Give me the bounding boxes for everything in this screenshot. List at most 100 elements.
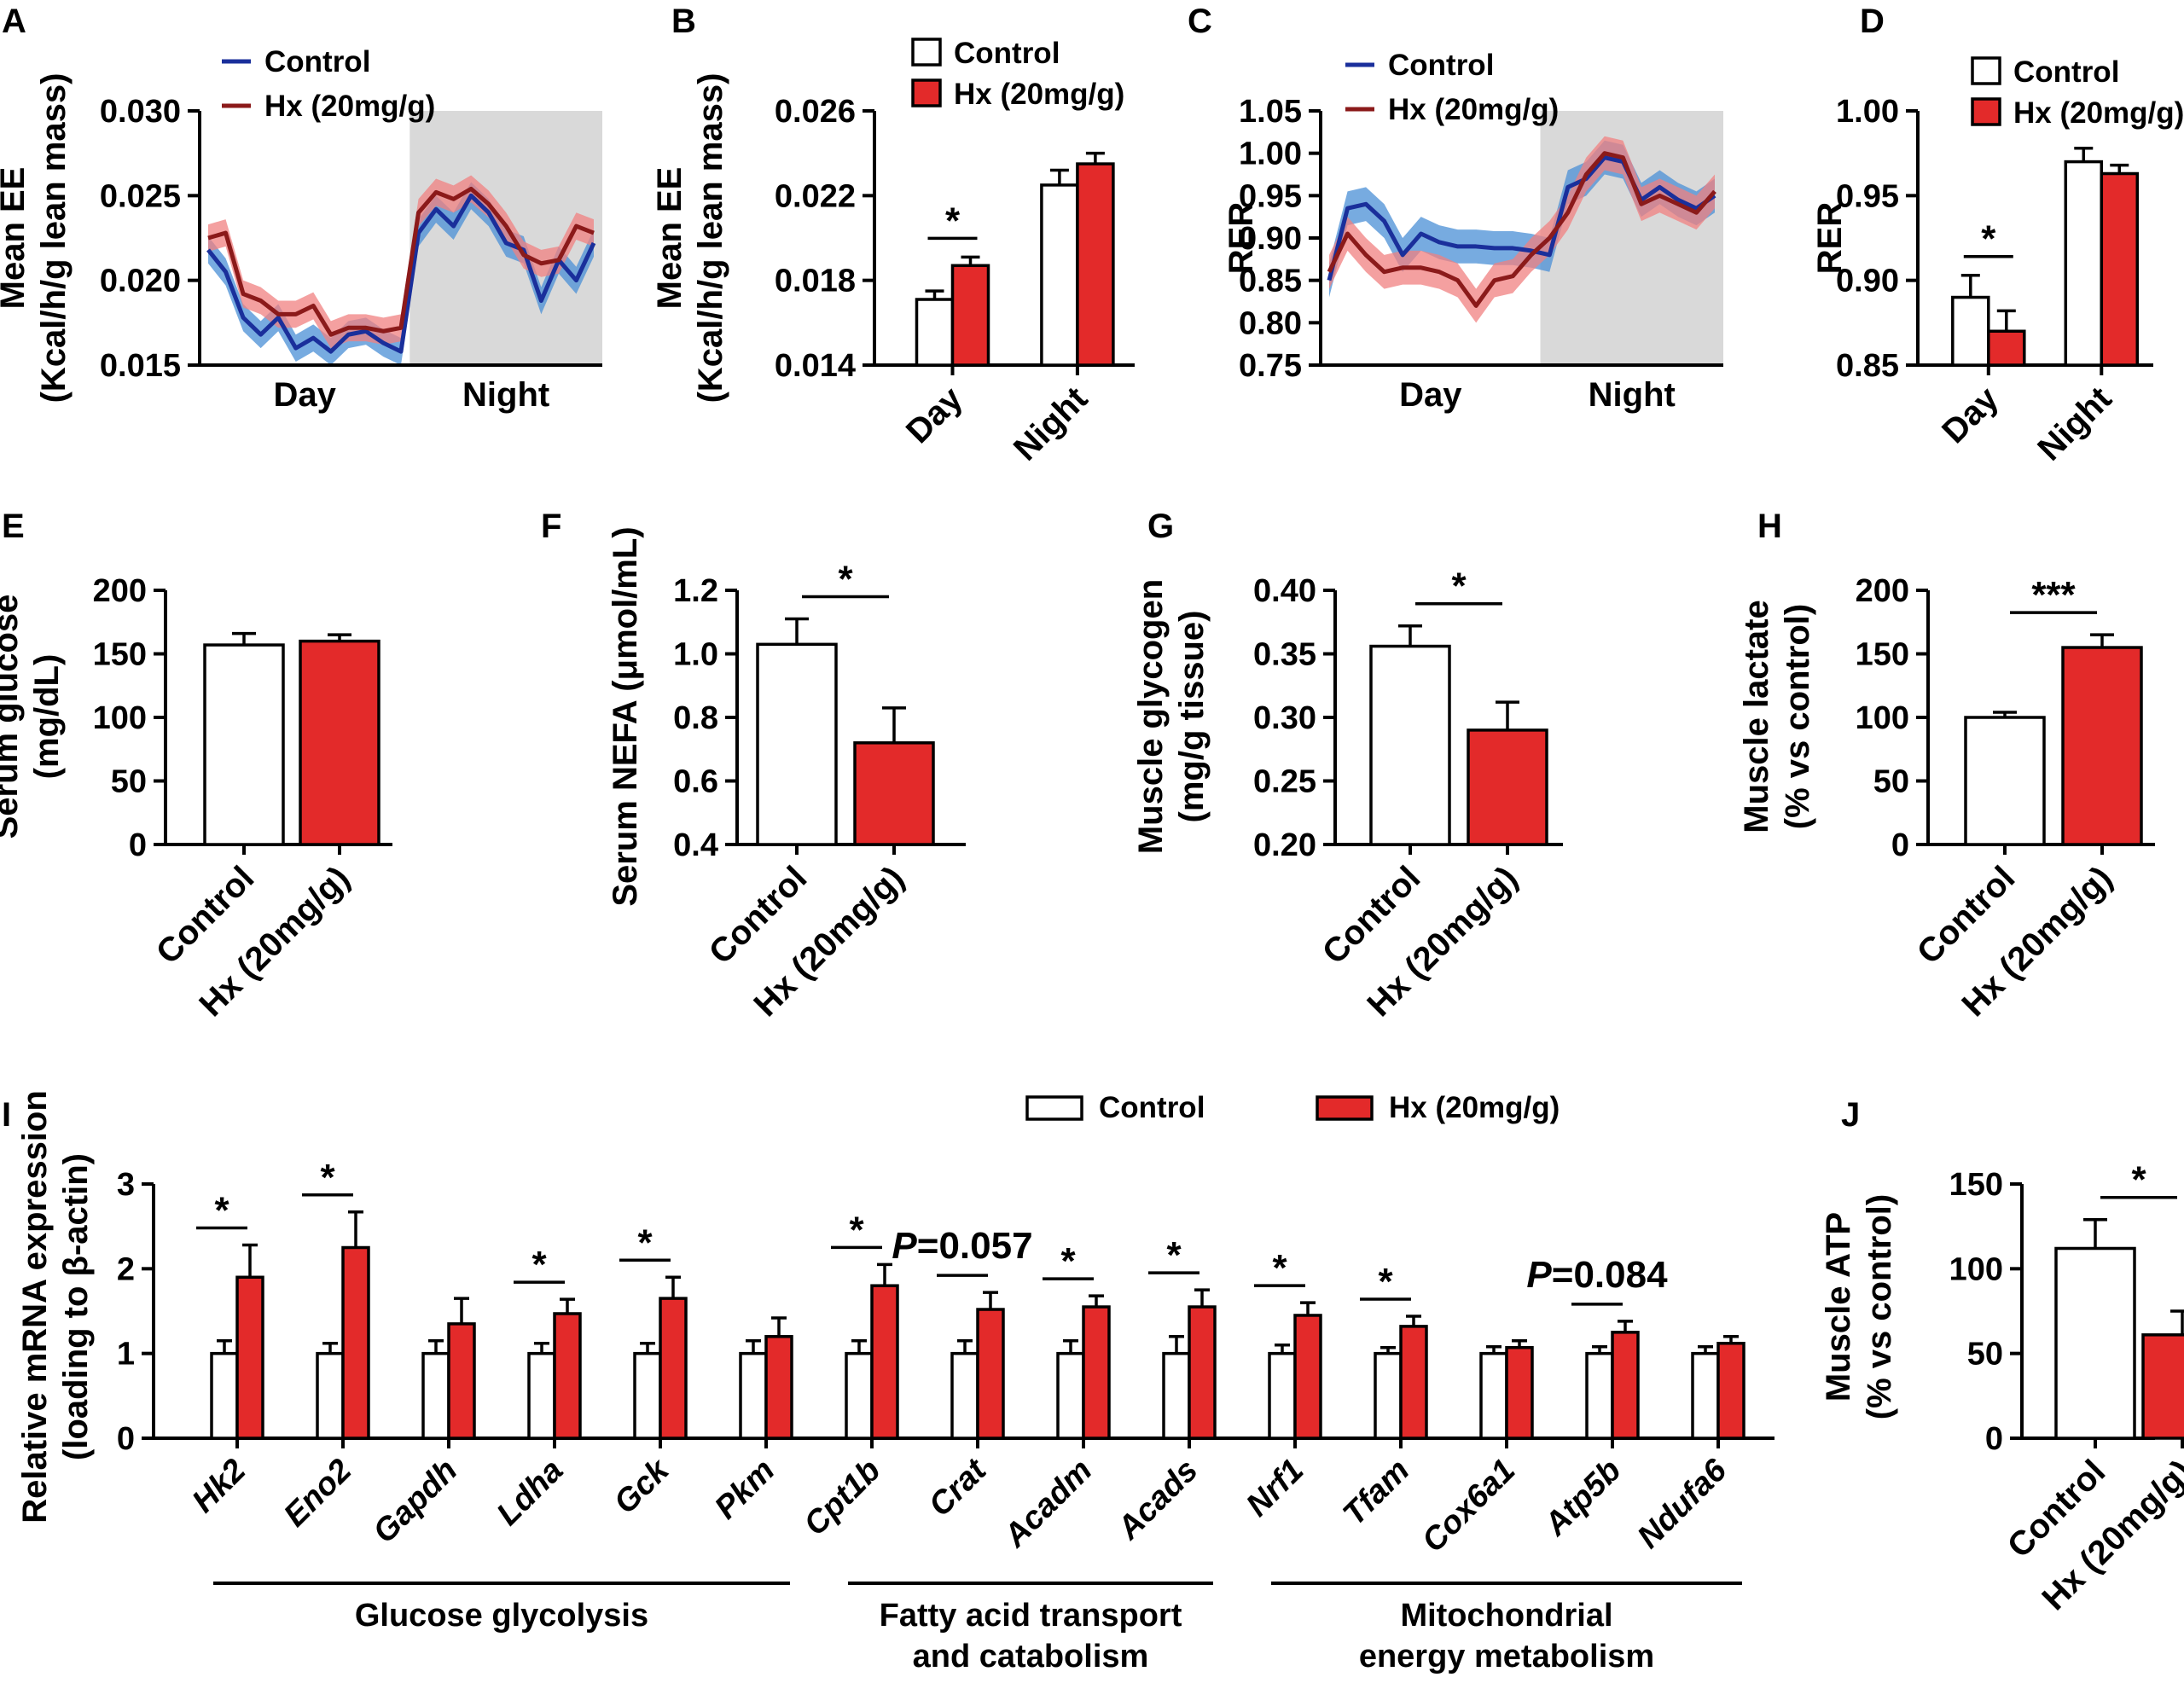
B-y-label: (Kcal/h/g lean mass) — [692, 73, 729, 403]
B-bar-hx — [1076, 162, 1115, 367]
panel-letter-A: A — [2, 3, 26, 40]
I-x-tick-label: Eno2 — [277, 1453, 358, 1534]
A-control-series-line — [206, 193, 596, 354]
C-phase-label: Day — [1399, 376, 1462, 414]
B-x-tick-label: Day — [899, 380, 971, 451]
J-y-label: Muscle ATP — [1820, 1212, 1857, 1402]
I-x-tick-label: Gapdh — [367, 1453, 465, 1551]
H-y-tick-label: 100 — [1856, 700, 1909, 736]
I-x-tick-label: Atp5b — [1537, 1453, 1629, 1544]
F-y-tick-label: 1.2 — [673, 573, 718, 609]
D-x-tick-label: Night — [2030, 380, 2118, 467]
D-legend-swatch — [1971, 56, 2001, 85]
B-bar-control — [915, 298, 955, 367]
I-bar-hx — [764, 1335, 793, 1440]
G-y-tick-label: 0.25 — [1253, 764, 1316, 800]
B-legend-swatch — [911, 78, 942, 107]
A-y-tick-label: 0.015 — [100, 348, 181, 384]
I-bar-control — [1691, 1351, 1720, 1440]
D-bar-hx — [1987, 329, 2026, 367]
D-bar-hx — [2100, 171, 2140, 367]
C-phase-label: Night — [1589, 376, 1676, 414]
H-y-tick-label: 200 — [1856, 573, 1909, 609]
A-y-tick-label: 0.020 — [100, 264, 181, 299]
H-y-tick-label: 150 — [1856, 637, 1909, 673]
A-y-label: (Kcal/h/g lean mass) — [35, 73, 73, 403]
I-y-tick-label: 2 — [117, 1251, 135, 1287]
D-y-label: RER — [1811, 202, 1849, 275]
I-legend-swatch — [1025, 1095, 1083, 1121]
C-y-tick-label: 0.75 — [1239, 348, 1302, 384]
B-y-tick-label: 0.014 — [775, 348, 856, 384]
I-x-tick-label: Cpt1b — [798, 1453, 888, 1543]
D-bar-control — [2064, 160, 2104, 367]
I-y-tick-label: 1 — [117, 1337, 135, 1373]
I-bar-hx — [553, 1312, 582, 1440]
D-x-tick-label: Day — [1935, 380, 2007, 451]
panel-letter-B: B — [671, 3, 696, 40]
I-significance-label: * — [320, 1157, 335, 1199]
A-phase-label: Night — [462, 376, 549, 414]
H-significance-label: *** — [2031, 574, 2076, 616]
H-y-tick-label: 0 — [1891, 827, 1909, 863]
D-significance-label: * — [1981, 218, 1996, 260]
B-y-tick-label: 0.026 — [775, 94, 856, 130]
F-bar-control — [756, 642, 838, 846]
H-bar-hx — [2061, 646, 2143, 846]
I-bar-hx — [870, 1284, 899, 1440]
I-group-label: Fatty acid transport — [880, 1598, 1182, 1634]
I-y-label: Relative mRNA expression — [16, 1090, 54, 1524]
C-y-tick-label: 1.00 — [1239, 136, 1302, 172]
B-y-label: Mean EE — [651, 167, 688, 310]
I-x-tick-label: Pkm — [708, 1453, 781, 1526]
E-bar-control — [203, 643, 285, 846]
I-significance-label: * — [531, 1244, 547, 1286]
C-y-tick-label: 0.85 — [1239, 264, 1302, 299]
H-y-tick-label: 50 — [1873, 764, 1909, 800]
C-y-tick-label: 1.05 — [1239, 94, 1302, 130]
F-y-tick-label: 1.0 — [673, 637, 718, 673]
I-bar-control — [1056, 1351, 1085, 1440]
I-bar-hx — [1188, 1305, 1217, 1440]
A-phase-label: Day — [273, 376, 336, 414]
E-y-tick-label: 0 — [129, 827, 147, 863]
I-bar-hx — [235, 1275, 264, 1440]
E-y-tick-label: 100 — [93, 700, 147, 736]
D-y-tick-label: 0.95 — [1836, 178, 1899, 214]
E-y-tick-label: 200 — [93, 573, 147, 609]
H-y-label: (% vs control) — [1779, 604, 1816, 829]
B-y-tick-label: 0.022 — [775, 178, 856, 214]
panel-letter-H: H — [1757, 508, 1782, 545]
A-hx-series-line — [207, 186, 595, 337]
H-bar-control — [1964, 716, 2046, 846]
I-legend-swatch — [1316, 1095, 1374, 1121]
F-y-tick-label: 0.4 — [673, 827, 718, 863]
F-y-tick-label: 0.8 — [673, 700, 718, 736]
D-y-tick-label: 0.85 — [1836, 348, 1899, 384]
A-y-tick-label: 0.025 — [100, 178, 181, 214]
I-significance-label: * — [849, 1209, 864, 1251]
J-y-tick-label: 150 — [1949, 1167, 2003, 1203]
B-legend-swatch — [911, 38, 942, 67]
G-y-label: (mg/g tissue) — [1173, 611, 1211, 823]
I-bar-control — [316, 1351, 345, 1440]
C-legend-label: Hx (20mg/g) — [1388, 93, 1559, 126]
J-bar-control — [2054, 1246, 2136, 1440]
I-significance-label: * — [1166, 1234, 1182, 1276]
B-legend-label: Hx (20mg/g) — [954, 78, 1124, 111]
D-legend-label: Hx (20mg/g) — [2013, 96, 2184, 130]
I-x-tick-label: Acadm — [996, 1453, 1099, 1555]
panel-letter-E: E — [2, 508, 25, 545]
I-bar-hx — [447, 1322, 476, 1440]
I-x-tick-label: Tfam — [1336, 1453, 1416, 1533]
I-significance-label: * — [214, 1190, 229, 1232]
G-bar-control — [1369, 644, 1451, 846]
I-bar-control — [527, 1351, 556, 1440]
E-bar-hx — [299, 639, 380, 846]
I-y-label: (loading to β-actin) — [57, 1153, 95, 1460]
I-x-tick-label: Crat — [922, 1452, 994, 1524]
G-y-tick-label: 0.20 — [1253, 827, 1316, 863]
G-y-tick-label: 0.30 — [1253, 700, 1316, 736]
F-significance-label: * — [838, 559, 853, 601]
I-bar-control — [739, 1351, 768, 1440]
